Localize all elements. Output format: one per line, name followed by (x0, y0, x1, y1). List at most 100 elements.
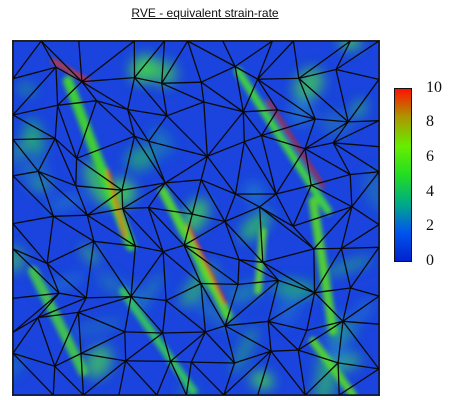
grain-boundary (80, 352, 126, 362)
grain-boundary (162, 251, 167, 301)
grain-boundary (338, 362, 379, 370)
grain-boundary (133, 135, 166, 184)
grain-boundary (46, 216, 55, 264)
grain-boundary (86, 215, 95, 242)
grain-boundary (77, 312, 82, 354)
grain-boundary (225, 320, 269, 327)
strain-patch (227, 282, 264, 304)
grain-boundary (275, 148, 306, 195)
grain-boundary (166, 115, 208, 157)
grain-boundary (161, 83, 168, 116)
grain-boundary (239, 259, 263, 263)
grain-boundary (332, 142, 351, 175)
grain-boundary (338, 368, 379, 395)
grain-boundary (200, 156, 208, 180)
strain-patch (30, 180, 53, 190)
grain-boundary (200, 81, 244, 113)
grain-boundary (200, 283, 207, 333)
grain-boundary (306, 292, 316, 331)
grain-boundary (134, 135, 149, 142)
grain-boundary (13, 352, 54, 395)
grain-boundary (314, 292, 344, 322)
grain-boundary (13, 292, 60, 333)
grain-boundary (122, 206, 149, 210)
strain-patch (18, 159, 48, 182)
grain-boundary (37, 297, 87, 319)
grain-boundary (257, 41, 294, 80)
grain-boundary (257, 78, 316, 120)
shear-band (234, 67, 332, 215)
grain-boundary (56, 105, 78, 159)
colorbar-tick-label: 6 (426, 148, 434, 165)
grain-boundaries (13, 41, 379, 395)
grain-boundary (122, 208, 164, 253)
grain-boundary (46, 240, 95, 265)
strain-patch (322, 257, 373, 276)
grain-boundary (75, 185, 123, 191)
grain-boundary (13, 137, 56, 141)
grain-boundary (93, 240, 136, 247)
grain-boundary (242, 111, 263, 136)
grain-boundary (234, 141, 245, 195)
grain-boundary (13, 104, 58, 116)
grain-boundary (277, 109, 316, 120)
grain-boundary (78, 41, 83, 82)
grain-boundary (342, 320, 379, 370)
grain-boundary (13, 317, 39, 354)
grain-boundary (200, 282, 239, 286)
grain-boundary (261, 118, 316, 137)
grain-boundary (224, 325, 236, 364)
grain-boundary (351, 171, 379, 208)
grain-boundary (183, 244, 239, 285)
strain-patch (363, 169, 379, 212)
grain-boundary (135, 245, 164, 253)
grain-boundary (275, 193, 294, 227)
grain-boundary (224, 206, 260, 223)
grain-boundary (297, 330, 308, 351)
grain-boundary (52, 366, 56, 395)
chart-title: RVE - equivalent strain-rate (131, 6, 279, 20)
grain-boundary (259, 206, 294, 227)
shear-band (266, 99, 325, 188)
grain-boundary (190, 331, 206, 363)
grain-boundary (190, 361, 225, 395)
grain-boundary (81, 81, 129, 111)
grain-boundary (224, 193, 237, 222)
grain-boundary (314, 248, 342, 294)
grain-boundary (342, 287, 352, 322)
grain-boundary (267, 321, 272, 352)
grain-boundary (268, 320, 307, 332)
colorbar-tick-label: 10 (426, 79, 442, 96)
grain-boundary (130, 246, 137, 297)
grain-boundary (292, 41, 300, 79)
grain-boundary (86, 295, 132, 299)
grain-boundary (224, 284, 239, 326)
grain-boundary (121, 136, 136, 191)
grain-boundary (298, 41, 351, 79)
grain-boundary (200, 179, 226, 222)
grain-boundary (313, 247, 342, 250)
grain-boundary (77, 297, 87, 313)
grain-boundary (37, 171, 55, 217)
grain-boundary (224, 221, 240, 260)
grain-boundary (298, 349, 339, 364)
grain-boundary (166, 101, 205, 117)
grain-boundary (335, 41, 351, 70)
grain-boundary (57, 81, 83, 106)
grain-boundary (161, 82, 205, 103)
strain-rate-map (13, 41, 379, 395)
grain-boundary (311, 173, 351, 186)
grain-boundary (222, 41, 236, 67)
grain-boundary (13, 66, 57, 116)
grain-boundary (243, 141, 277, 195)
grain-boundary (86, 189, 123, 216)
grain-boundary (191, 361, 235, 364)
grain-boundary (242, 111, 245, 142)
strain-patch (244, 181, 265, 205)
strain-patch (84, 345, 112, 379)
grain-boundary (13, 223, 48, 264)
grain-boundary (204, 331, 235, 364)
grain-boundary (349, 246, 379, 289)
grain-boundary (96, 100, 128, 111)
grain-boundary (187, 41, 236, 68)
